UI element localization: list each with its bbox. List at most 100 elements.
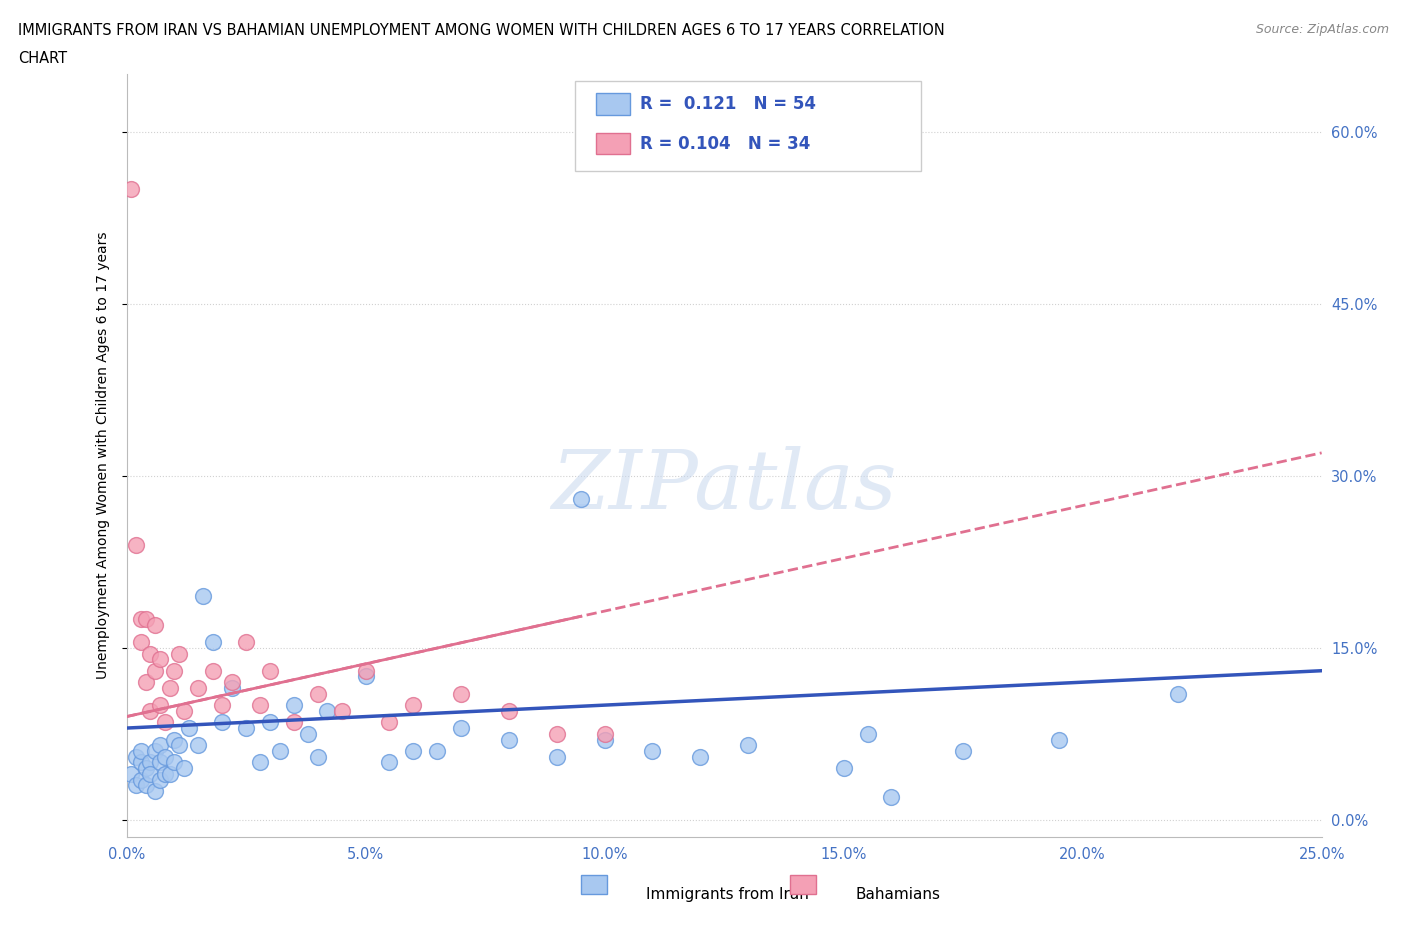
Point (330, 703, 353, 718)
Point (153, 750, 176, 764)
Point (221, 675, 243, 690)
Point (593, 726, 616, 741)
Point (129, 634, 152, 649)
Point (546, 750, 568, 764)
Point (125, 538, 148, 552)
Point (167, 646, 190, 661)
Point (402, 698, 425, 712)
Point (259, 663, 281, 678)
Point (143, 784, 166, 799)
Point (167, 737, 190, 752)
Text: Immigrants from Iran: Immigrants from Iran (647, 886, 810, 901)
FancyBboxPatch shape (790, 875, 815, 895)
Point (149, 652, 172, 667)
Point (1047, 732, 1070, 747)
Point (211, 715, 233, 730)
Point (125, 778, 148, 793)
FancyBboxPatch shape (575, 81, 921, 171)
Point (120, 181, 142, 196)
Point (143, 744, 166, 759)
Point (641, 744, 664, 759)
Point (211, 698, 233, 712)
Point (163, 755, 186, 770)
Point (689, 750, 711, 764)
Point (135, 761, 157, 776)
Point (1167, 686, 1189, 701)
Point (450, 721, 472, 736)
Point (149, 772, 172, 787)
Point (120, 766, 142, 781)
Point (129, 744, 152, 759)
Point (139, 755, 162, 770)
FancyBboxPatch shape (596, 133, 630, 154)
FancyBboxPatch shape (596, 94, 630, 114)
Point (143, 618, 166, 632)
Point (187, 737, 209, 752)
Text: ZIPatlas: ZIPatlas (551, 446, 897, 526)
Point (129, 612, 152, 627)
Point (149, 698, 172, 712)
Point (832, 761, 855, 776)
Point (139, 646, 162, 661)
Point (173, 761, 195, 776)
Y-axis label: Unemployment Among Women with Children Ages 6 to 17 years: Unemployment Among Women with Children A… (96, 232, 110, 680)
Point (139, 766, 162, 781)
Point (143, 663, 166, 678)
Point (153, 766, 176, 781)
Point (149, 737, 172, 752)
Point (177, 721, 200, 736)
Point (201, 634, 224, 649)
Point (307, 686, 329, 701)
Point (129, 772, 152, 787)
Point (201, 663, 224, 678)
Text: IMMIGRANTS FROM IRAN VS BAHAMIAN UNEMPLOYMENT AMONG WOMEN WITH CHILDREN AGES 6 T: IMMIGRANTS FROM IRAN VS BAHAMIAN UNEMPLO… (18, 23, 945, 38)
Point (129, 755, 152, 770)
Point (402, 744, 425, 759)
Text: R =  0.121   N = 54: R = 0.121 N = 54 (640, 95, 817, 113)
Point (283, 698, 305, 712)
Point (856, 726, 879, 741)
Point (952, 744, 974, 759)
Point (498, 732, 520, 747)
Point (159, 681, 181, 696)
Point (307, 750, 329, 764)
Point (498, 703, 520, 718)
Point (450, 686, 472, 701)
Point (135, 675, 157, 690)
Point (593, 732, 616, 747)
Point (269, 744, 291, 759)
Text: CHART: CHART (18, 51, 67, 66)
Point (153, 715, 176, 730)
Point (135, 778, 157, 793)
Point (191, 589, 214, 604)
Point (283, 715, 305, 730)
Point (173, 703, 195, 718)
Point (235, 721, 257, 736)
Point (187, 681, 209, 696)
Point (163, 732, 186, 747)
Point (135, 612, 157, 627)
Point (149, 755, 172, 770)
Point (426, 744, 449, 759)
Point (354, 663, 377, 678)
Point (354, 669, 377, 684)
Text: Source: ZipAtlas.com: Source: ZipAtlas.com (1256, 23, 1389, 36)
Point (378, 715, 401, 730)
Point (163, 663, 186, 678)
Point (259, 715, 281, 730)
Point (249, 698, 271, 712)
Point (125, 750, 148, 764)
Point (880, 790, 903, 804)
Point (159, 766, 181, 781)
Point (546, 726, 568, 741)
Text: R = 0.104   N = 34: R = 0.104 N = 34 (640, 135, 811, 153)
Point (235, 634, 257, 649)
Point (316, 703, 339, 718)
Point (139, 703, 162, 718)
FancyBboxPatch shape (581, 875, 607, 895)
Point (221, 681, 243, 696)
Text: Bahamians: Bahamians (855, 886, 941, 901)
Point (737, 737, 759, 752)
Point (378, 755, 401, 770)
Point (249, 755, 271, 770)
